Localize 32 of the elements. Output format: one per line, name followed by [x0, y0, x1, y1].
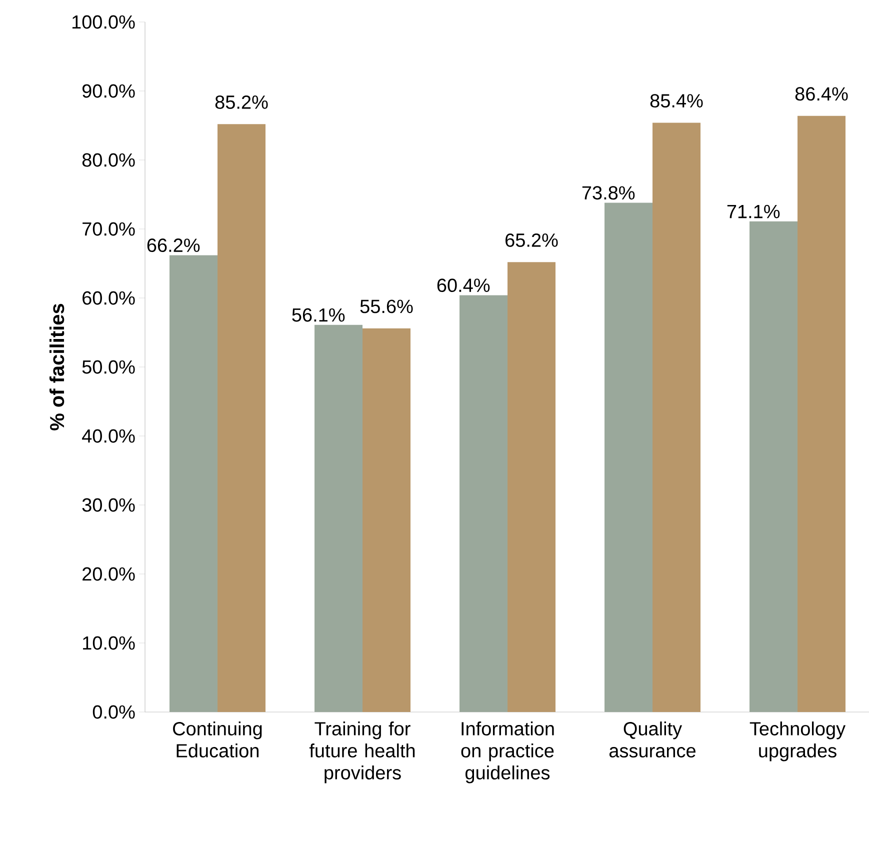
x-tick-label: Technology upgrades: [750, 722, 846, 762]
y-tick-label: 90.0%: [82, 84, 135, 98]
y-axis-title: % of facilities: [49, 304, 64, 430]
bar: [798, 116, 846, 712]
data-label: 60.4%: [437, 278, 490, 292]
data-label: 56.1%: [292, 308, 345, 322]
data-label: 66.2%: [147, 238, 200, 252]
y-tick-label: 10.0%: [83, 636, 135, 650]
data-label: 55.6%: [360, 300, 413, 314]
x-tick-label: Quality assurance: [609, 722, 696, 758]
y-tick-label: 80.0%: [82, 153, 135, 167]
data-label: 65.2%: [506, 233, 558, 247]
y-tick-label: 40.0%: [82, 429, 135, 443]
x-tick-label: Continuing Education: [173, 722, 262, 758]
data-label: 85.2%: [215, 95, 268, 109]
y-tick-label: 60.0%: [82, 291, 135, 305]
bar: [652, 122, 701, 712]
bar: [362, 328, 411, 712]
data-label: 71.1%: [727, 204, 780, 218]
bar: [218, 124, 266, 712]
y-tick-label: 50.0%: [82, 360, 135, 374]
y-tick-label: 30.0%: [82, 498, 135, 512]
x-tick-label: Information on practice guidelines: [461, 722, 554, 784]
y-tick-label: 0.0%: [92, 705, 135, 719]
data-label: 73.8%: [582, 186, 635, 200]
y-tick-label: 70.0%: [82, 222, 135, 236]
y-tick-label: 100.0%: [72, 15, 135, 29]
data-label: 85.4%: [650, 94, 703, 108]
data-label: 86.4%: [795, 87, 848, 101]
bar: [508, 262, 556, 712]
y-tick-label: 20.0%: [82, 567, 135, 581]
x-tick-label: Training for future health providers: [309, 722, 415, 784]
